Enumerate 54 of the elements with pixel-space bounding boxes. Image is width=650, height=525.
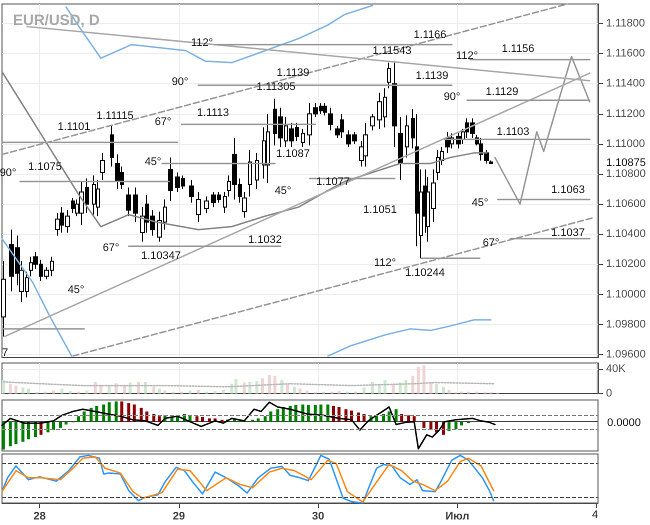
annotation: 1.1063 bbox=[551, 184, 585, 196]
annotation: 1.1139 bbox=[416, 70, 448, 82]
annotation: 1.10347 bbox=[141, 250, 181, 262]
y-tick-label: 1.10600 bbox=[606, 198, 646, 210]
annotation: 1.1087 bbox=[276, 148, 310, 160]
annotation: 45° bbox=[472, 197, 488, 209]
annotation: 1.1051 bbox=[363, 204, 397, 216]
annotation: 1.1037 bbox=[551, 227, 585, 239]
annotation: 90° bbox=[172, 76, 188, 88]
annotation: 67° bbox=[102, 242, 120, 254]
text: 0.0000 bbox=[607, 417, 641, 429]
y-tick-label: 1.11600 bbox=[606, 48, 645, 60]
annotation: 1.1101 bbox=[58, 121, 90, 133]
annotation: 1.11115 bbox=[96, 110, 134, 122]
annotation: 1.1156 bbox=[502, 43, 534, 55]
y-tick-label: 1.10200 bbox=[606, 258, 646, 270]
annotation: 112° bbox=[456, 50, 478, 62]
text: 4 bbox=[592, 509, 598, 521]
annotation: 1.1166 bbox=[414, 29, 446, 41]
x-tick-label: 29 bbox=[172, 510, 185, 522]
annotation: 1.1129 bbox=[486, 86, 518, 98]
annotation: 7 bbox=[2, 347, 8, 359]
x-tick-label: Июл bbox=[445, 510, 470, 522]
y-tick-label: 1.10800 bbox=[606, 168, 646, 180]
y-tick-label: 1.09600 bbox=[606, 348, 646, 360]
annotation: 112° bbox=[374, 257, 396, 269]
annotation: 67° bbox=[154, 116, 172, 128]
y-tick-label: 40K bbox=[606, 363, 626, 376]
annotation: 1.1103 bbox=[496, 126, 530, 138]
y-tick-label: 1.11800 bbox=[606, 18, 645, 30]
annotation: 1.1077 bbox=[316, 176, 350, 188]
y-tick-label: 1.11200 bbox=[606, 108, 645, 120]
y-tick-label: 1.11000 bbox=[606, 138, 645, 150]
annotation: 1.11543 bbox=[372, 45, 412, 57]
annotation: 45° bbox=[274, 185, 292, 197]
annotation: 1.10244 bbox=[405, 267, 445, 279]
y-tick-label: 1.10000 bbox=[606, 288, 646, 300]
annotation: 45° bbox=[144, 156, 162, 168]
annotation: 1.11305 bbox=[256, 81, 296, 93]
text: 1.10875 bbox=[606, 157, 646, 169]
annotation: 67° bbox=[482, 237, 500, 249]
annotation: 1.1032 bbox=[248, 234, 282, 246]
x-tick-label: 30 bbox=[312, 510, 324, 522]
y-tick-label: 1.10400 bbox=[606, 228, 646, 240]
annotation: 112° bbox=[191, 37, 213, 49]
annotation: 1.1075 bbox=[28, 161, 62, 173]
annotation: 1.1113 bbox=[196, 107, 230, 119]
y-tick-label: 1.11400 bbox=[606, 78, 645, 90]
annotation: 45° bbox=[68, 284, 84, 296]
annotation: 90° bbox=[444, 91, 460, 103]
x-tick-label: 28 bbox=[33, 510, 46, 522]
annotation: 1.1139 bbox=[276, 67, 310, 79]
y-tick-label: 0 bbox=[606, 388, 612, 400]
y-tick-label: 1.09800 bbox=[606, 318, 646, 330]
